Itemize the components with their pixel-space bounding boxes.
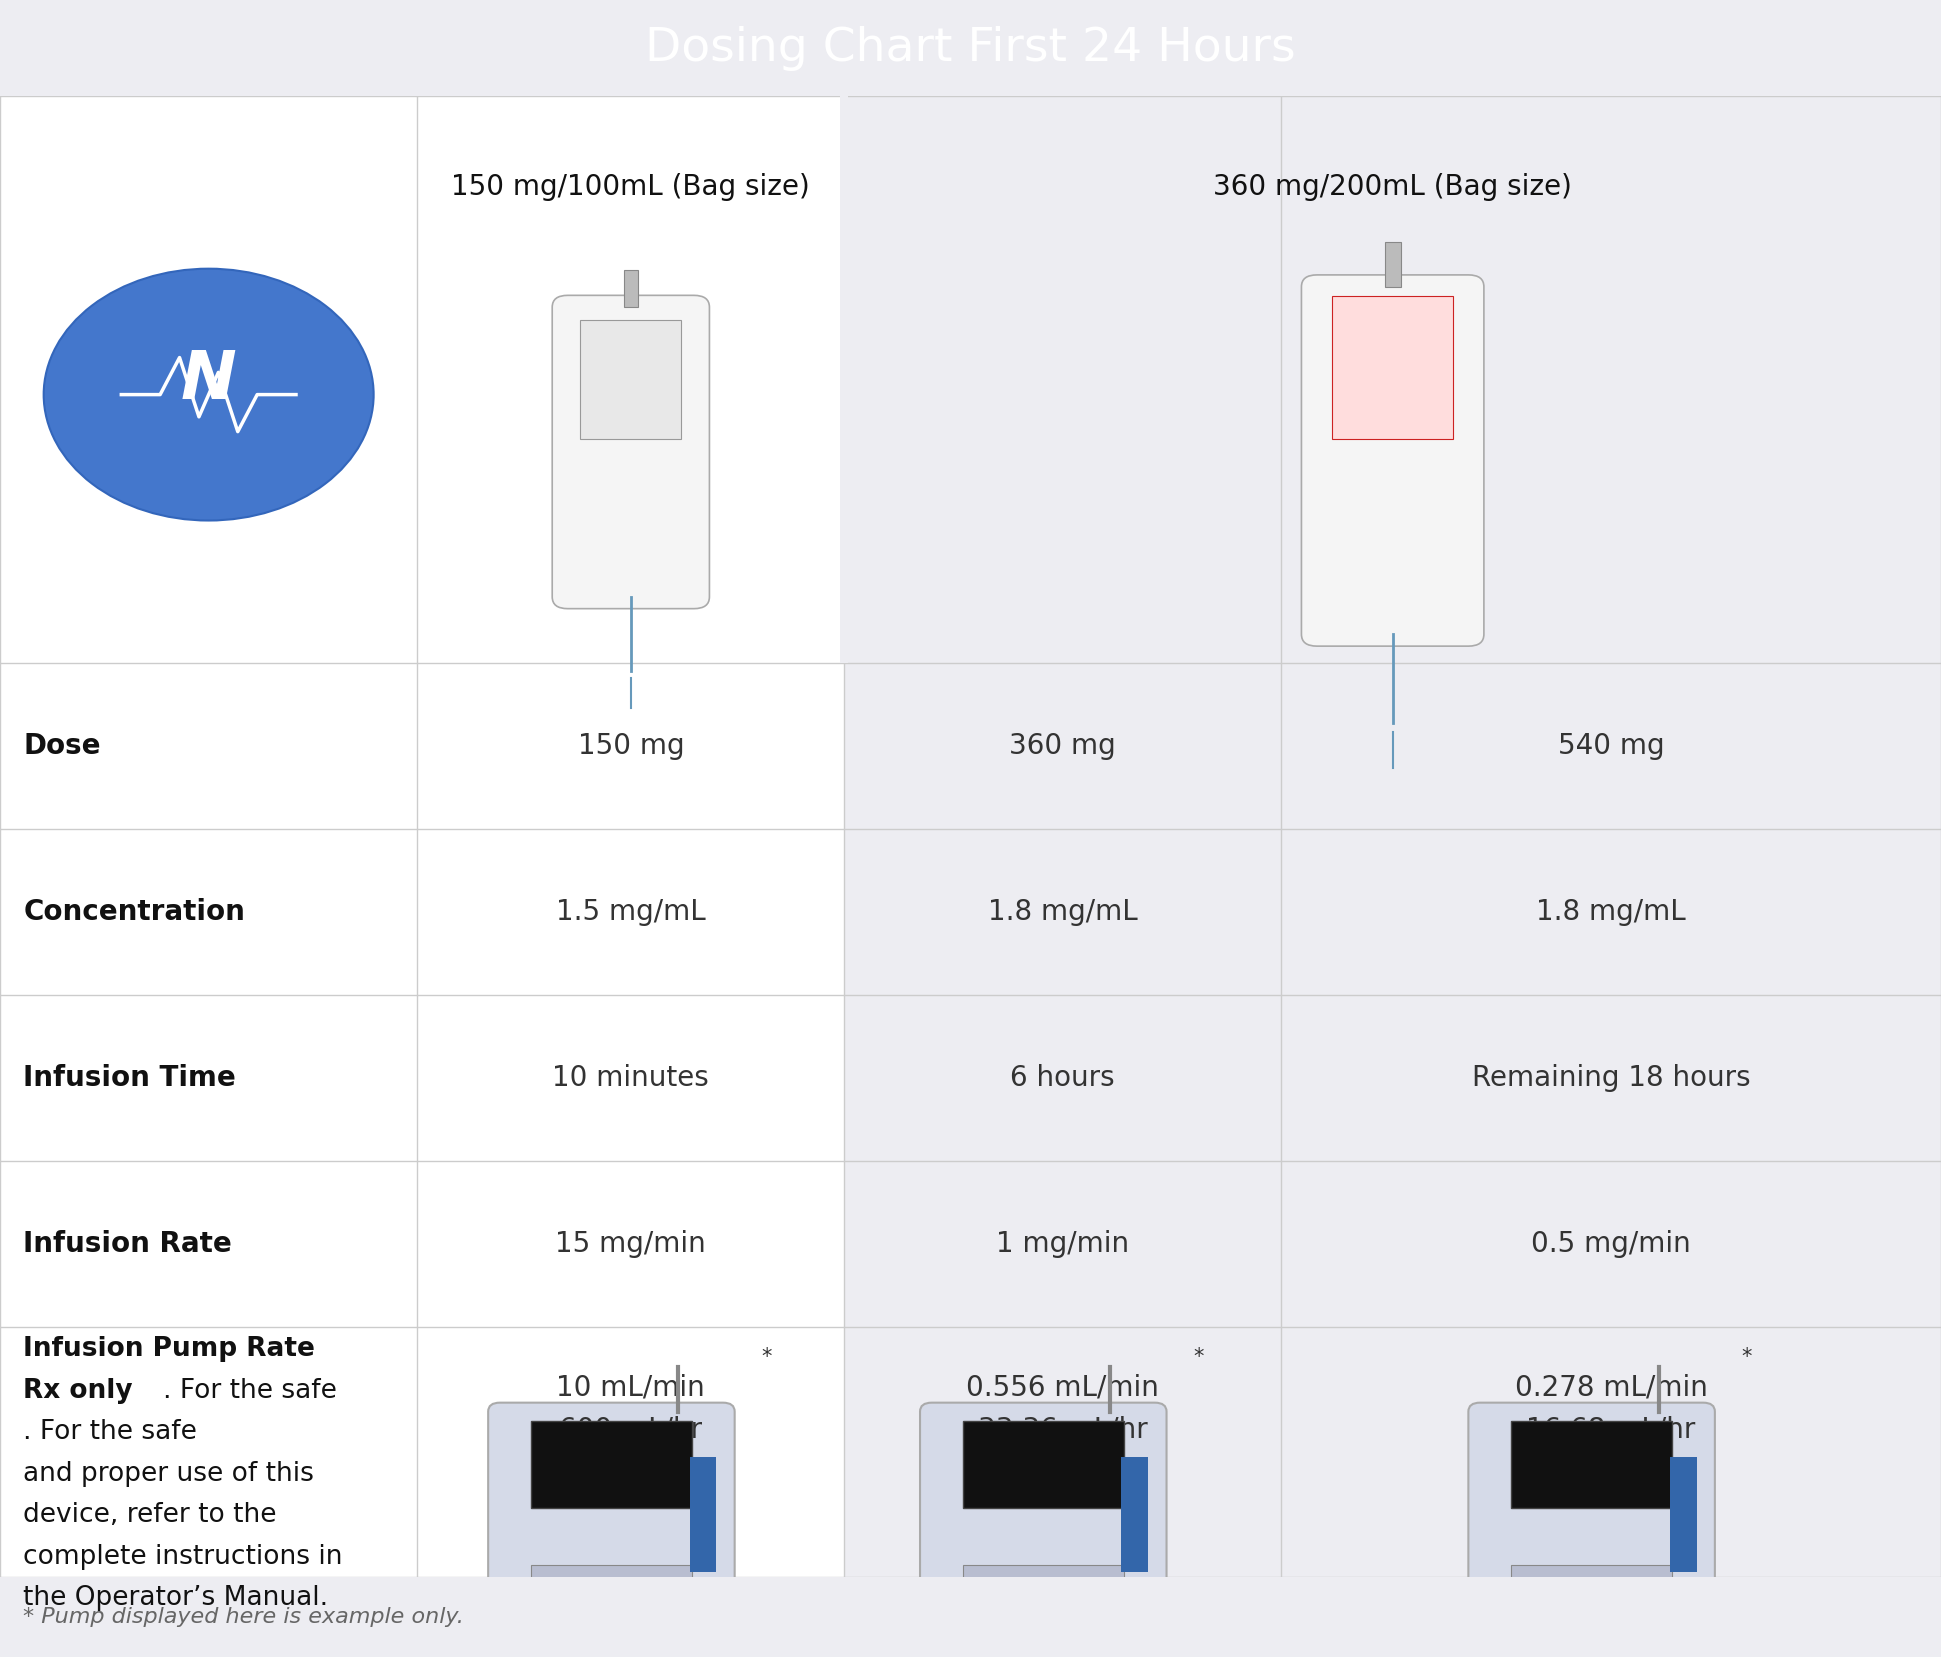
Bar bbox=[1669, 1458, 1696, 1572]
Text: 1.8 mg/mL: 1.8 mg/mL bbox=[988, 898, 1137, 926]
Text: * Pump displayed here is example only.: * Pump displayed here is example only. bbox=[23, 1607, 464, 1627]
Circle shape bbox=[60, 282, 357, 509]
Bar bbox=[1512, 1420, 1671, 1508]
Text: Dosing Chart First 24 Hours: Dosing Chart First 24 Hours bbox=[644, 25, 1297, 71]
Bar bbox=[844, 663, 1941, 830]
Bar bbox=[0, 830, 844, 996]
Circle shape bbox=[1017, 1586, 1040, 1604]
Circle shape bbox=[43, 268, 375, 520]
Bar bbox=[844, 830, 1941, 996]
Text: Infusion Time: Infusion Time bbox=[23, 1064, 237, 1092]
Bar bbox=[1512, 1566, 1671, 1626]
Bar bbox=[532, 1566, 691, 1626]
Bar bbox=[0, 1162, 844, 1327]
Bar bbox=[0, 996, 844, 1162]
Text: *: * bbox=[1741, 1347, 1753, 1367]
Text: *: * bbox=[761, 1347, 773, 1367]
Bar bbox=[844, 1162, 1941, 1327]
Text: Infusion Rate: Infusion Rate bbox=[23, 1229, 233, 1258]
Text: 150 mg: 150 mg bbox=[578, 732, 683, 761]
Bar bbox=[840, 96, 848, 663]
Circle shape bbox=[584, 1586, 608, 1604]
Circle shape bbox=[1531, 1586, 1555, 1604]
Text: 1.8 mg/mL: 1.8 mg/mL bbox=[1535, 898, 1687, 926]
Bar bbox=[1384, 242, 1401, 287]
FancyBboxPatch shape bbox=[1469, 1403, 1716, 1650]
Bar bbox=[532, 1420, 691, 1508]
Text: and proper use of this: and proper use of this bbox=[23, 1461, 314, 1486]
Circle shape bbox=[1079, 1586, 1102, 1604]
Text: 10 mL/min
600 mL/hr: 10 mL/min 600 mL/hr bbox=[557, 1374, 705, 1443]
Text: *: * bbox=[1194, 1347, 1203, 1367]
Text: Remaining 18 hours: Remaining 18 hours bbox=[1471, 1064, 1751, 1092]
Text: 150 mg/100mL (Bag size): 150 mg/100mL (Bag size) bbox=[452, 174, 809, 200]
Circle shape bbox=[648, 1586, 672, 1604]
Bar bbox=[844, 96, 1941, 663]
Text: 0.5 mg/min: 0.5 mg/min bbox=[1531, 1229, 1691, 1258]
Text: N: N bbox=[181, 346, 237, 413]
Text: 15 mg/min: 15 mg/min bbox=[555, 1229, 707, 1258]
Text: 0.556 mL/min
33.36 mL/hr: 0.556 mL/min 33.36 mL/hr bbox=[967, 1374, 1159, 1443]
Text: 360 mg: 360 mg bbox=[1009, 732, 1116, 761]
Bar bbox=[0, 1327, 844, 1577]
Text: 1.5 mg/mL: 1.5 mg/mL bbox=[555, 898, 707, 926]
Text: 10 minutes: 10 minutes bbox=[553, 1064, 708, 1092]
Bar bbox=[417, 96, 844, 663]
Bar bbox=[0, 96, 417, 663]
Text: complete instructions in: complete instructions in bbox=[23, 1544, 344, 1569]
FancyBboxPatch shape bbox=[1300, 275, 1483, 646]
Text: the Operator’s Manual.: the Operator’s Manual. bbox=[23, 1586, 328, 1611]
Text: . For the safe: . For the safe bbox=[23, 1420, 198, 1445]
Circle shape bbox=[1564, 1586, 1588, 1604]
FancyBboxPatch shape bbox=[489, 1403, 734, 1650]
Bar bbox=[689, 1458, 716, 1572]
Bar bbox=[963, 1566, 1124, 1626]
Text: 1 mg/min: 1 mg/min bbox=[996, 1229, 1130, 1258]
Circle shape bbox=[85, 300, 332, 489]
Text: 6 hours: 6 hours bbox=[1011, 1064, 1114, 1092]
FancyBboxPatch shape bbox=[1332, 297, 1454, 439]
Text: Dose: Dose bbox=[23, 732, 101, 761]
Text: 360 mg/200mL (Bag size): 360 mg/200mL (Bag size) bbox=[1213, 174, 1572, 200]
Circle shape bbox=[1628, 1586, 1652, 1604]
Circle shape bbox=[615, 1586, 639, 1604]
FancyBboxPatch shape bbox=[920, 1403, 1167, 1650]
Bar bbox=[1122, 1458, 1149, 1572]
Bar bbox=[625, 270, 637, 307]
Circle shape bbox=[1048, 1586, 1071, 1604]
FancyBboxPatch shape bbox=[551, 295, 710, 608]
Text: 0.278 mL/min
16.68 mL/hr: 0.278 mL/min 16.68 mL/hr bbox=[1514, 1374, 1708, 1443]
FancyBboxPatch shape bbox=[580, 320, 681, 439]
Bar bbox=[844, 1327, 1941, 1577]
Circle shape bbox=[984, 1586, 1005, 1604]
Text: . For the safe: . For the safe bbox=[163, 1379, 338, 1403]
Circle shape bbox=[1596, 1586, 1619, 1604]
Bar bbox=[963, 1420, 1124, 1508]
Bar bbox=[844, 996, 1941, 1162]
Text: device, refer to the: device, refer to the bbox=[23, 1503, 278, 1528]
Circle shape bbox=[551, 1586, 575, 1604]
Text: Infusion Pump Rate: Infusion Pump Rate bbox=[23, 1336, 314, 1362]
Text: Rx only: Rx only bbox=[23, 1379, 132, 1403]
Bar bbox=[0, 663, 844, 830]
Text: 540 mg: 540 mg bbox=[1559, 732, 1663, 761]
Text: Concentration: Concentration bbox=[23, 898, 245, 926]
